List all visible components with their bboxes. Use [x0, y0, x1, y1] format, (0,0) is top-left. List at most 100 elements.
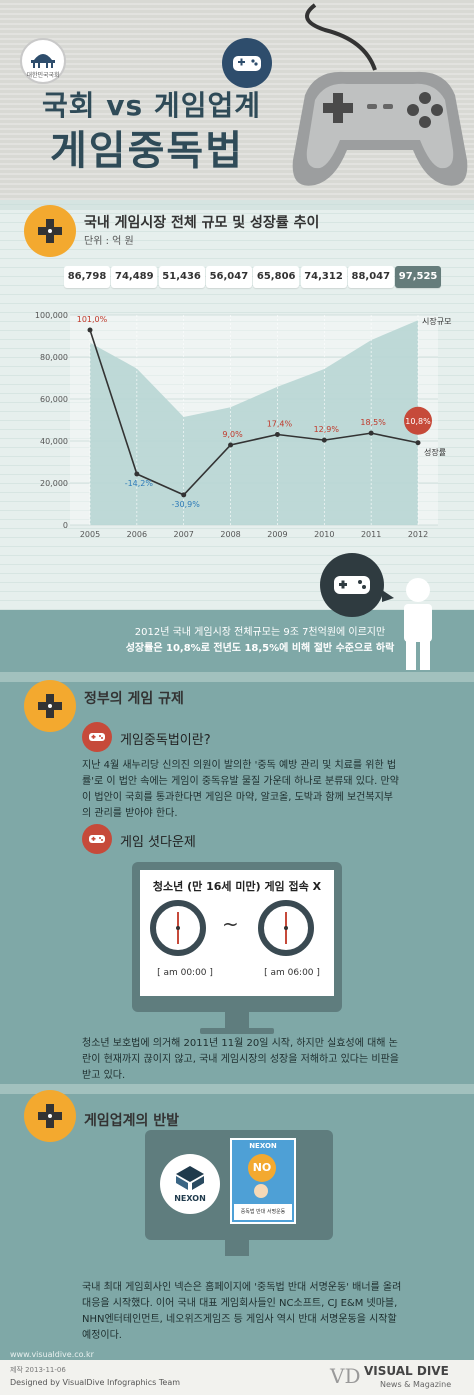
- growth-point: [181, 492, 187, 498]
- value-boxes: 86,798 74,489 51,436 56,047 65,806 74,312 88,0…: [0, 0, 474, 300]
- nexon-logo-icon: [176, 1166, 204, 1190]
- series-label-growth: 성장률: [424, 447, 446, 457]
- footer-url[interactable]: www.visualdive.co.kr: [10, 1350, 94, 1359]
- time-tilde: ~: [222, 912, 239, 936]
- footer: [0, 1360, 474, 1395]
- poster-person: [254, 1184, 268, 1198]
- growth-label: 10,8%: [405, 417, 431, 426]
- monitor2-stand: [225, 1240, 249, 1256]
- clock-end-icon: [258, 900, 314, 956]
- value-box: 65,806: [253, 266, 300, 288]
- monitor-title: 청소년 (만 16세 미만) 게임 접속 X: [152, 880, 322, 893]
- sub2-icon: [82, 824, 112, 854]
- gamepad-icon: [233, 56, 261, 71]
- growth-label: 17,4%: [267, 420, 293, 429]
- growth-point: [134, 471, 140, 477]
- growth-point: [274, 432, 280, 437]
- y-tick-label: 100,000: [35, 311, 68, 320]
- x-tick-label: 2005: [80, 530, 100, 539]
- section2-title: 정부의 게임 규제: [84, 691, 184, 707]
- person-gamepad-illustration: [320, 553, 432, 670]
- gamepad-icon: [89, 733, 105, 741]
- poster-no-sign: NO: [248, 1154, 276, 1182]
- market-size-area: [90, 320, 418, 525]
- hero-title-line2: 게임중독법: [50, 128, 244, 174]
- monitor-base: [200, 1028, 274, 1034]
- y-tick-label: 80,000: [40, 353, 68, 362]
- monitor-stand: [225, 1012, 249, 1030]
- value-box: 51,436: [158, 266, 205, 288]
- footer-date: 제작 2013-11-06: [10, 1366, 66, 1374]
- section3-icon: [24, 1090, 76, 1142]
- value-box: 74,312: [300, 266, 347, 288]
- assembly-building-icon: [31, 54, 55, 68]
- shutdown-text: 청소년 보호법에 의거해 2011년 11월 20일 시작, 하지만 실효성에 …: [82, 1038, 399, 1081]
- value-box: 74,489: [111, 266, 158, 288]
- hero-title-line1: 국회 vs 게임업계: [42, 89, 261, 122]
- dpad-icon: [38, 694, 62, 718]
- growth-point: [228, 442, 234, 448]
- x-tick-label: 2010: [314, 530, 334, 539]
- y-tick-label: 0: [63, 521, 68, 530]
- x-tick-label: 2011: [361, 530, 381, 539]
- footer-designed: Designed by VisualDive Infographics Team: [10, 1378, 181, 1387]
- game-controller-icon: [292, 3, 468, 186]
- y-tick-label: 20,000: [40, 479, 68, 488]
- section3-title: 게임업계의 반발: [84, 1113, 180, 1129]
- sub1-title: 게임중독법이란?: [120, 733, 211, 748]
- growth-label: 18,5%: [360, 418, 386, 427]
- series-label-market: 시장규모: [422, 316, 451, 326]
- y-tick-label: 60,000: [40, 395, 68, 404]
- x-tick-label: 2007: [174, 530, 194, 539]
- statement-line2: 성장률은 10,8%로 전년도 18,5%에 비해 절반 수준으로 하락: [125, 643, 395, 654]
- nexon-logo: NEXON: [160, 1154, 220, 1214]
- value-box: 88,047: [347, 266, 394, 288]
- growth-label: 101,0%: [77, 315, 108, 324]
- market-chart: 100,000 80,000 60,000 40,000 20,000 0 시장규모 101,…: [35, 311, 452, 539]
- value-box: 56,047: [205, 266, 252, 288]
- value-box: 97,525: [395, 266, 442, 288]
- x-tick-label: 2008: [220, 530, 240, 539]
- gamepad-badge: [222, 38, 272, 88]
- growth-label: 12,9%: [314, 425, 340, 434]
- growth-point: [321, 437, 327, 443]
- growth-label: -30,9%: [172, 500, 201, 509]
- growth-point: [415, 440, 421, 446]
- sub1-icon: [82, 722, 112, 752]
- value-box: 86,798: [64, 266, 110, 288]
- footer-brand-sub: News & Magazine: [380, 1380, 452, 1389]
- x-tick-label: 2006: [127, 530, 147, 539]
- section1-icon: [24, 205, 76, 257]
- growth-label: -14,2%: [125, 479, 154, 488]
- national-assembly-seal: [20, 38, 66, 84]
- section2-icon: [24, 680, 76, 732]
- dpad-icon: [38, 1104, 62, 1128]
- growth-point: [87, 327, 93, 333]
- section1-title: 국내 게임시장 전체 규모 및 성장률 추이: [84, 215, 320, 231]
- growth-label-badge: [404, 406, 432, 435]
- footer-logo: VD: [330, 1364, 361, 1388]
- campaign-poster: NEXON NO 중독법 반대 서명운동: [230, 1138, 296, 1224]
- poster-caption: 중독법 반대 서명운동: [234, 1204, 292, 1220]
- seal-text: 대한민국국회: [26, 72, 60, 79]
- statement-band: [0, 610, 474, 670]
- dpad-icon: [38, 219, 62, 243]
- gamepad-icon: [89, 835, 105, 843]
- x-tick-label: 2012: [408, 530, 428, 539]
- growth-point: [368, 430, 374, 436]
- poster-brand: NEXON: [249, 1142, 277, 1150]
- y-tick-label: 40,000: [40, 437, 68, 446]
- sub1-text: 지난 4월 새누리당 신의진 의원이 발의한 '중독 예방 관리 및 치료를 위…: [82, 760, 399, 819]
- statement-text: 2012년 국내 게임시장 전체규모는 9조 7천억원에 이르지만 성장률은 1…: [110, 625, 410, 657]
- industry-text: 국내 최대 게임회사인 넥슨은 홈페이지에 '중독법 반대 서명운동' 배너를 …: [82, 1282, 402, 1341]
- footer-brand: VISUAL DIVE: [364, 1364, 449, 1378]
- growth-label: 9,0%: [222, 430, 243, 439]
- sub2-title: 게임 셧다운제: [120, 835, 196, 850]
- growth-rate-line: [89, 329, 419, 496]
- nexon-label: NEXON: [174, 1194, 206, 1203]
- x-tick-label: 2009: [267, 530, 287, 539]
- clock-start-icon: [150, 900, 206, 956]
- time-end: [ am 06:00 ]: [264, 968, 320, 978]
- time-start: [ am 00:00 ]: [157, 968, 213, 978]
- section1-unit: 단위 : 억 원: [84, 236, 134, 247]
